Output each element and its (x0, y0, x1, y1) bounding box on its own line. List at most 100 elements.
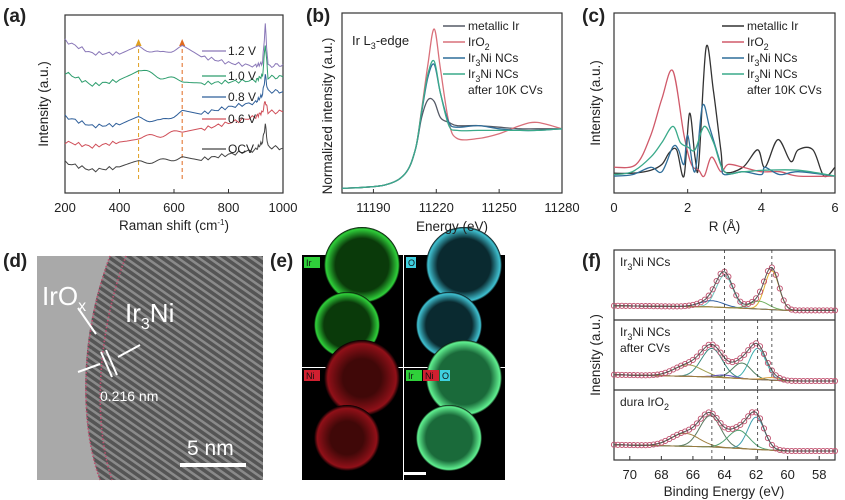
data-point (717, 420, 724, 427)
data-point (705, 292, 712, 299)
data-point (772, 445, 779, 452)
particle (324, 340, 400, 416)
element-badge (423, 370, 439, 381)
legend-label-post: Ni NCs (480, 67, 518, 81)
fit-component (613, 362, 835, 382)
series-line-1.2V (64, 23, 284, 69)
data-point (741, 418, 748, 425)
legend-label-main: metallic Ir (747, 19, 798, 33)
series-line (613, 44, 836, 178)
subplot-label-post: Ni NCs (632, 255, 670, 269)
element-badge (304, 257, 320, 268)
legend-label-sub: 3 (475, 58, 480, 68)
data-point (776, 375, 783, 382)
data-point (760, 425, 768, 432)
y-axis-label: Normalized intensity (a.u.) (320, 38, 335, 195)
x-tick-label-c: 4 (758, 200, 765, 215)
element-badge (304, 370, 320, 381)
x-tick-label-c: 0 (610, 200, 617, 215)
x-tick-label-b: 11190 (356, 200, 390, 215)
data-point (697, 415, 704, 422)
shell-label: IrOx (42, 281, 86, 315)
envelope-fit-line (614, 266, 835, 311)
subplot-label-post: Ni NCs (632, 325, 670, 339)
data-point (772, 372, 779, 379)
element-badge-label: Ir (306, 258, 312, 268)
data-point (788, 306, 795, 313)
element-badge (440, 370, 450, 381)
data-point (772, 271, 779, 278)
data-point (776, 285, 783, 292)
legend-label-line2: after 10K CVs (468, 83, 543, 97)
edge-annotation-sub: 3 (371, 41, 376, 51)
data-point (737, 421, 744, 428)
data-point (689, 424, 696, 431)
y-axis-label: Intensity (a.u.) (36, 61, 51, 147)
x-tick-label-f: 68 (654, 467, 668, 482)
element-badge-label: O (442, 371, 449, 381)
x-tick-label-a: 200 (54, 200, 76, 215)
legend-label-main: metallic Ir (468, 19, 519, 33)
x-tick-label-f: 64 (717, 467, 731, 482)
data-point (725, 358, 732, 365)
data-point (733, 292, 740, 299)
data-point (678, 429, 685, 437)
element-badge-label: O (408, 258, 415, 268)
x-tick-label-a: 800 (218, 200, 240, 215)
legend-label: IrO2 (468, 35, 490, 52)
data-point (666, 368, 673, 375)
data-point (689, 356, 696, 363)
legend-label-main: Ir (468, 67, 475, 81)
plot-frame-b (341, 12, 563, 194)
legend-label: Ir3Ni NCs (468, 51, 518, 68)
data-point (654, 440, 661, 447)
x-tick-label-f: 58 (812, 467, 826, 482)
data-point (764, 267, 771, 275)
legend-label-post: Ni NCs (480, 51, 518, 65)
element-badge-label: Ir (408, 371, 414, 381)
data-point (753, 295, 760, 302)
legend-label-post: Ni NCs (759, 67, 797, 81)
legend-label-main: IrO (747, 35, 764, 49)
x-tick-label-f: 62 (749, 467, 763, 482)
x-tick-label-a: 400 (109, 200, 131, 215)
core-label-post: Ni (150, 298, 175, 328)
core-label-main: Ir (125, 298, 141, 328)
legend-label: Ir3Ni NCs after 10K CVs (747, 67, 822, 97)
series-line (613, 125, 836, 177)
legend-label-post: Ni NCs (759, 51, 797, 65)
data-point (749, 298, 756, 305)
legend-label: metallic Ir (747, 19, 798, 33)
legend-label: IrO2 (747, 35, 769, 52)
particle (416, 405, 482, 471)
x-axis-label-close: ) (224, 218, 229, 233)
data-point (725, 273, 732, 280)
legend-label: 0.6 V (228, 112, 256, 126)
shell-label-sub: x (78, 298, 86, 315)
edge-annotation: Ir L3-edge (352, 33, 409, 51)
legend-label-main: IrO (468, 35, 485, 49)
edge-annotation-main: Ir L (352, 33, 371, 48)
data-point (721, 354, 728, 361)
data-point (709, 286, 716, 293)
data-point (701, 296, 708, 303)
data-point (753, 409, 760, 416)
eds-map-ir-ni-o: Ir Ni O (404, 340, 505, 480)
subplot-label-sub: 3 (627, 332, 632, 342)
data-point (768, 441, 775, 448)
core-label-sub: 3 (141, 316, 150, 333)
x-tick-label-c: 2 (684, 200, 691, 215)
core-label: Ir3Ni (125, 298, 174, 333)
legend-label-main: Ir (468, 51, 475, 65)
shell-label-main: IrO (42, 281, 78, 311)
x-axis-label: Energy (eV) (416, 219, 488, 234)
data-point (760, 350, 768, 357)
scale-bar-label: 5 nm (187, 437, 234, 460)
subplot-label-main: dura IrO (620, 395, 664, 409)
data-point (768, 367, 775, 374)
subplot-label: dura IrO2 (620, 395, 669, 412)
plot-frame-c (613, 12, 836, 194)
data-point (713, 344, 720, 351)
legend-label-sub: 3 (475, 74, 480, 84)
data-point (753, 340, 760, 347)
